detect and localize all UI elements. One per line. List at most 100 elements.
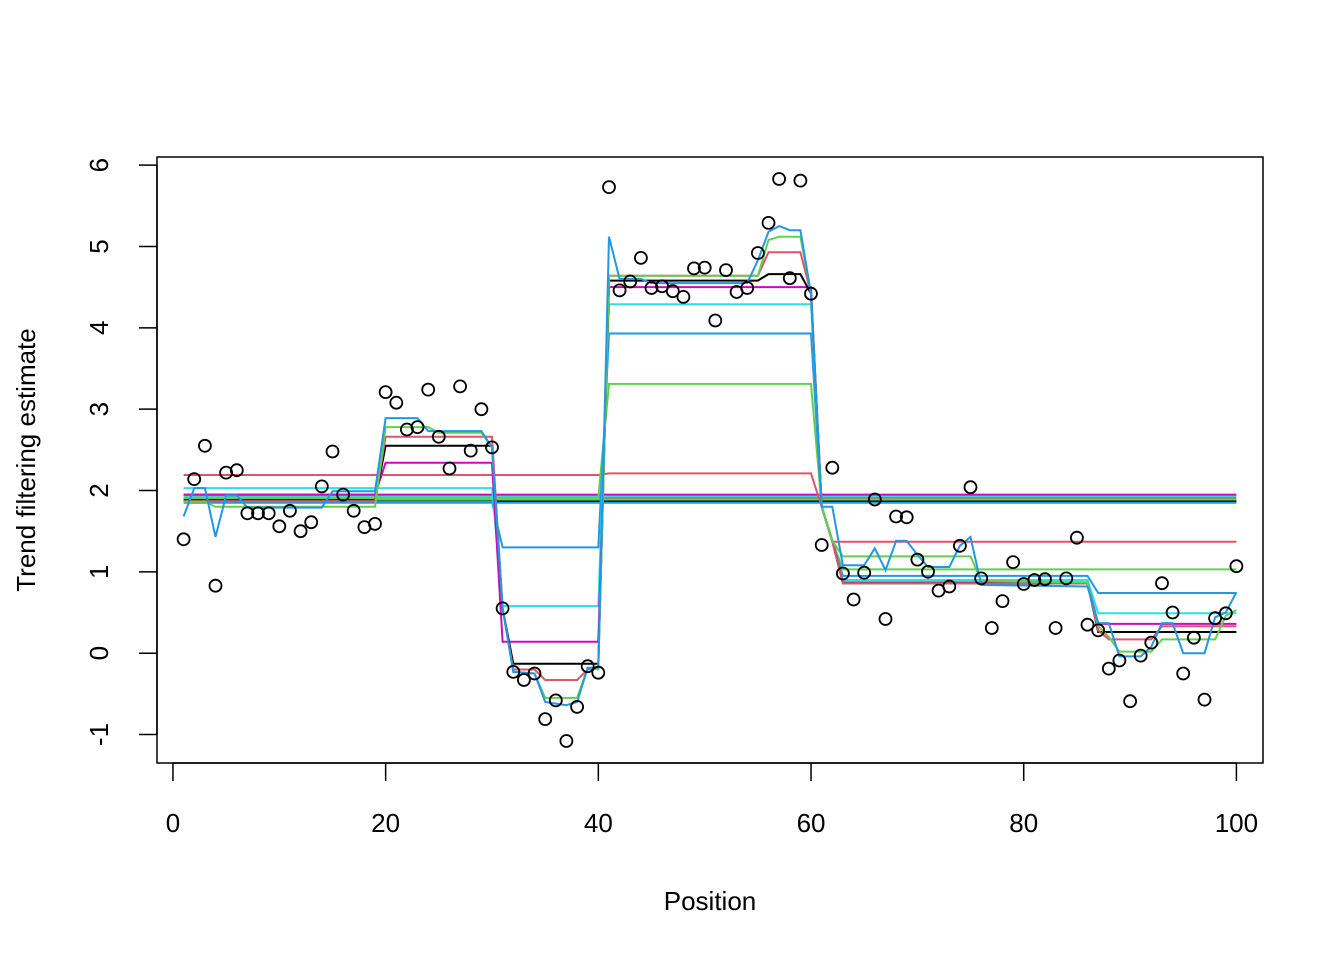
data-point xyxy=(1091,623,1106,638)
series-line-9 xyxy=(183,332,1237,594)
data-point xyxy=(708,313,723,328)
data-point xyxy=(1187,630,1201,645)
data-point xyxy=(772,172,786,186)
data-point xyxy=(1006,555,1020,569)
data-point xyxy=(665,284,680,299)
data-point xyxy=(687,261,701,276)
data-point xyxy=(293,524,308,539)
data-point xyxy=(527,666,542,681)
data-point xyxy=(921,564,935,579)
data-point xyxy=(984,621,999,635)
data-point xyxy=(538,712,553,726)
data-point xyxy=(580,659,595,674)
data-point xyxy=(251,506,265,521)
data-point xyxy=(368,517,382,531)
data-point xyxy=(814,538,829,552)
data-point xyxy=(176,532,191,547)
data-point xyxy=(229,463,244,478)
data-point xyxy=(272,519,287,534)
data-point xyxy=(1070,530,1084,545)
x-tick-label: 80 xyxy=(1009,808,1038,838)
data-point xyxy=(485,440,499,455)
data-point xyxy=(442,461,457,476)
data-point xyxy=(474,402,489,417)
data-point xyxy=(889,509,903,524)
data-point xyxy=(910,552,925,567)
data-point xyxy=(751,246,765,260)
data-point xyxy=(506,665,521,679)
data-point xyxy=(825,460,840,475)
data-point xyxy=(1080,617,1095,632)
data-point xyxy=(495,601,510,616)
x-tick-label: 0 xyxy=(166,808,180,838)
y-tick-label: 2 xyxy=(84,483,114,497)
data-point xyxy=(676,289,691,304)
data-point xyxy=(378,385,393,400)
points-layer xyxy=(176,172,1244,748)
x-axis: 0 20 40 60 80 100 xyxy=(166,762,1258,838)
y-tick-label: 4 xyxy=(84,321,114,335)
y-tick-label: 3 xyxy=(84,402,114,416)
data-point xyxy=(1165,605,1180,620)
data-point xyxy=(1197,692,1212,707)
data-point xyxy=(1155,576,1169,591)
data-point xyxy=(793,173,808,188)
data-point xyxy=(1059,571,1074,586)
data-point xyxy=(634,250,648,265)
data-point xyxy=(325,444,340,459)
data-point xyxy=(1027,573,1042,587)
data-point xyxy=(282,503,297,518)
data-point xyxy=(1229,559,1244,574)
data-point xyxy=(697,260,712,275)
series-line-14 xyxy=(183,235,1237,699)
data-point xyxy=(942,579,957,594)
data-point xyxy=(953,538,967,553)
data-point xyxy=(346,503,361,518)
data-point xyxy=(740,281,755,295)
plot-box xyxy=(156,156,1264,764)
x-tick-label: 100 xyxy=(1215,808,1258,838)
data-point xyxy=(995,594,1010,608)
series-line-15 xyxy=(182,225,1238,707)
data-point xyxy=(974,571,989,586)
data-point xyxy=(867,492,882,507)
data-point xyxy=(463,443,478,458)
data-point xyxy=(1218,606,1233,621)
y-tick-label: 1 xyxy=(84,565,114,579)
series-line-11 xyxy=(183,286,1237,643)
data-point xyxy=(548,693,563,708)
data-point xyxy=(261,506,276,521)
y-axis-label: Trend filtering estimate xyxy=(11,328,41,591)
data-point xyxy=(240,506,255,521)
data-point xyxy=(1176,666,1191,681)
data-point xyxy=(570,700,584,714)
data-point xyxy=(304,515,319,530)
data-point xyxy=(612,283,627,298)
data-point xyxy=(836,566,850,581)
data-point xyxy=(314,479,329,494)
data-point xyxy=(963,480,978,495)
data-point xyxy=(878,612,893,626)
data-point xyxy=(761,215,776,230)
data-point xyxy=(644,281,659,295)
data-point xyxy=(559,734,574,748)
data-point xyxy=(1038,572,1052,587)
data-point xyxy=(804,286,818,301)
y-tick-label: 6 xyxy=(84,158,114,172)
data-point xyxy=(846,592,861,607)
x-tick-label: 60 xyxy=(797,808,826,838)
data-point xyxy=(623,274,638,289)
data-point xyxy=(591,665,606,680)
series-layer xyxy=(182,225,1238,707)
data-point xyxy=(602,180,616,195)
data-point xyxy=(453,379,468,394)
y-tick-label: -1 xyxy=(84,723,114,746)
data-point xyxy=(1048,621,1063,635)
x-axis-label: Position xyxy=(664,886,757,916)
data-point xyxy=(431,429,446,444)
y-tick-label: 5 xyxy=(84,239,114,253)
data-point xyxy=(208,578,223,593)
data-point xyxy=(336,487,351,502)
data-point xyxy=(782,271,797,286)
